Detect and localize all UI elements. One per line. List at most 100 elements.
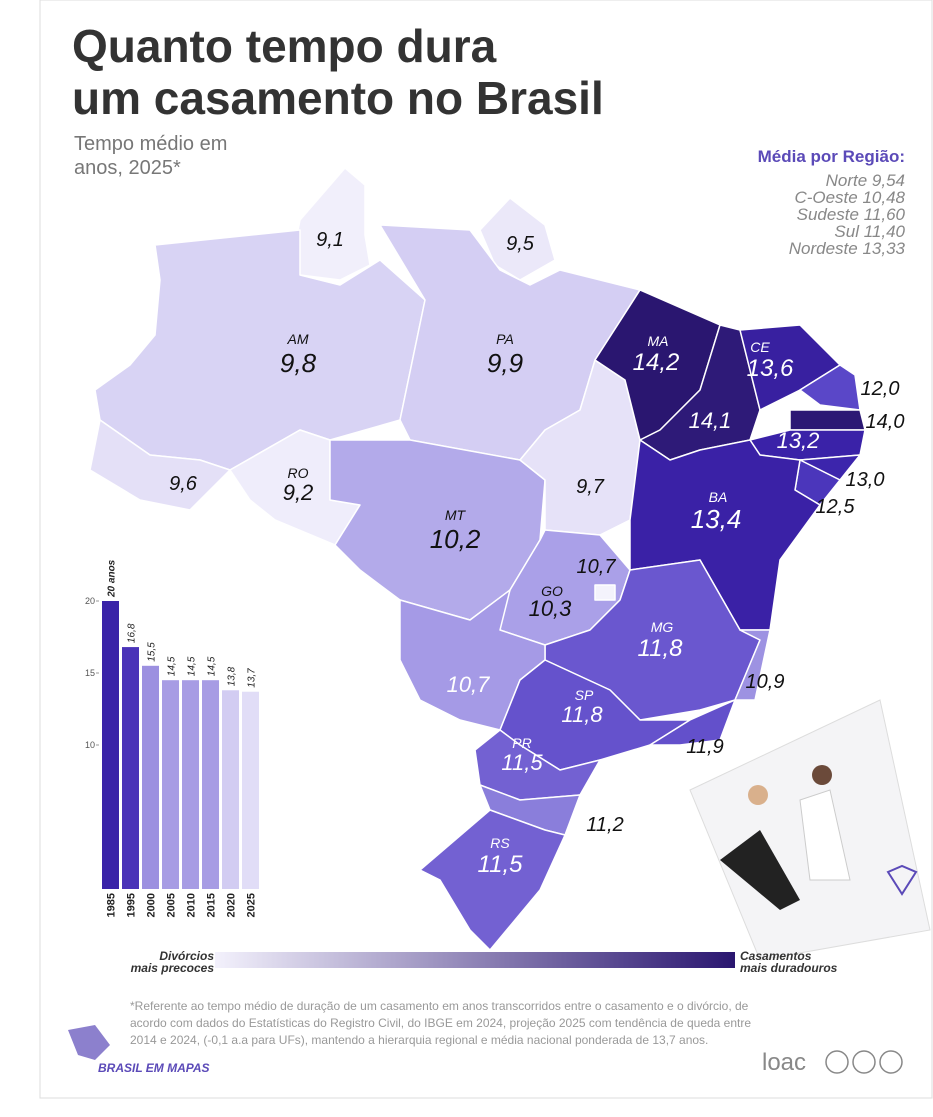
state-value: 13,4 — [691, 504, 742, 534]
x-tick-label: 2005 — [166, 893, 178, 917]
color-scale — [215, 952, 735, 968]
x-tick-label: 2025 — [246, 893, 258, 917]
state-value: 9,1 — [316, 229, 344, 251]
bar — [242, 691, 259, 889]
state-abbr: PA — [496, 331, 514, 347]
state-value: 13,6 — [747, 355, 794, 382]
state-value: 9,7 — [576, 476, 605, 498]
state-abbr: GO — [541, 583, 563, 599]
region-average: Sudeste 11,60 — [797, 205, 906, 224]
value-label: 16,8 — [127, 623, 138, 643]
state-abbr: RS — [490, 835, 510, 851]
state-shape — [419, 809, 566, 951]
state-abbr: MA — [648, 333, 669, 349]
subtitle: Tempo médio em — [74, 133, 227, 155]
state-value: 12,0 — [861, 378, 900, 400]
map — [89, 167, 866, 951]
value-label: 20 anos — [107, 559, 118, 598]
license-icons — [825, 1050, 903, 1074]
state-abbr: BA — [709, 489, 728, 505]
value-label: 13,7 — [247, 668, 258, 688]
state-abbr: MT — [445, 507, 467, 523]
state-value: 11,9 — [686, 736, 723, 758]
state-abbr: CE — [750, 339, 770, 355]
value-label: 14,5 — [167, 656, 178, 676]
state-value: 9,5 — [506, 233, 535, 255]
x-tick-label: 1995 — [126, 893, 138, 917]
state-value: 10,7 — [577, 556, 617, 578]
state-shape — [594, 584, 616, 601]
brand-icon — [68, 1025, 110, 1060]
state-abbr: RO — [288, 465, 309, 481]
state-shape — [89, 419, 231, 511]
y-tick-label: 10 — [85, 740, 95, 750]
state-abbr: MG — [651, 619, 674, 635]
state-value: 11,8 — [638, 635, 684, 662]
legend-low: mais precoces — [131, 961, 215, 975]
state-value: 11,8 — [561, 702, 603, 727]
legend-high: mais duradouros — [740, 961, 838, 975]
state-value: 11,2 — [586, 814, 623, 836]
state-shape — [799, 364, 861, 411]
x-tick-label: 2010 — [186, 893, 198, 917]
state-abbr: AM — [287, 331, 309, 347]
brand: BRASIL EM MAPAS — [98, 1061, 210, 1075]
state-value: 11,5 — [478, 851, 524, 878]
title: um casamento no Brasil — [72, 72, 604, 124]
state-value: 13,2 — [777, 428, 820, 453]
bar — [202, 680, 219, 889]
footnote: *Referente ao tempo médio de duração de … — [130, 999, 749, 1013]
state-shape — [789, 409, 866, 431]
state-value: 13,0 — [846, 469, 885, 491]
region-average: C-Oeste 10,48 — [794, 188, 905, 207]
footnote: 2014 e 2024, (-0,1 a.a para UFs), manten… — [130, 1033, 708, 1047]
bar — [222, 690, 239, 889]
value-label: 13,8 — [227, 666, 238, 686]
regions-title: Média por Região: — [758, 147, 905, 166]
region-average: Nordeste 13,33 — [789, 239, 906, 258]
state-abbr: PR — [512, 735, 531, 751]
state-value: 9,8 — [280, 348, 317, 378]
state-abbr: SP — [575, 687, 594, 703]
state-value: 10,7 — [447, 672, 491, 697]
x-tick-label: 2020 — [226, 893, 238, 917]
state-value: 9,9 — [487, 348, 523, 378]
state-value: 12,5 — [816, 496, 856, 518]
state-shape — [734, 629, 771, 701]
state-value: 9,6 — [169, 473, 198, 495]
photo — [689, 699, 931, 961]
legend-high: Casamentos — [740, 949, 812, 963]
state-value: 10,2 — [430, 524, 481, 554]
bar — [142, 665, 159, 889]
title: Quanto tempo dura — [72, 20, 497, 72]
state-value: 14,2 — [633, 349, 680, 376]
footnote: acordo com dados do Estatísticas do Regi… — [130, 1016, 751, 1030]
region-average: Norte 9,54 — [826, 171, 905, 190]
state-value: 11,5 — [501, 750, 543, 775]
state-value: 14,0 — [866, 411, 905, 433]
bar — [182, 680, 199, 889]
region-average: Sul 11,40 — [834, 222, 905, 241]
value-label: 14,5 — [207, 656, 218, 676]
x-tick-label: 2000 — [146, 893, 158, 917]
value-label: 14,5 — [187, 656, 198, 676]
x-tick-label: 1985 — [106, 893, 118, 917]
bar — [122, 647, 139, 889]
state-value: 10,3 — [529, 596, 573, 621]
x-tick-label: 2015 — [206, 893, 218, 917]
bar — [162, 680, 179, 889]
state-shape — [649, 699, 736, 746]
subtitle: anos, 2025* — [74, 157, 181, 179]
state-value: 10,9 — [746, 671, 785, 693]
value-label: 15,5 — [147, 642, 158, 662]
y-tick-label: 20 — [85, 596, 95, 606]
state-value: 14,1 — [689, 408, 732, 433]
bar — [102, 601, 119, 889]
bar-chart: 10 15 20 20 anos 1985 16,8 1995 15,5 2000 14,5 200… — [85, 559, 259, 917]
legend-low: Divórcios — [159, 949, 214, 963]
logo: loac — [762, 1049, 806, 1076]
y-tick-label: 15 — [85, 668, 95, 678]
state-value: 9,2 — [283, 480, 314, 505]
